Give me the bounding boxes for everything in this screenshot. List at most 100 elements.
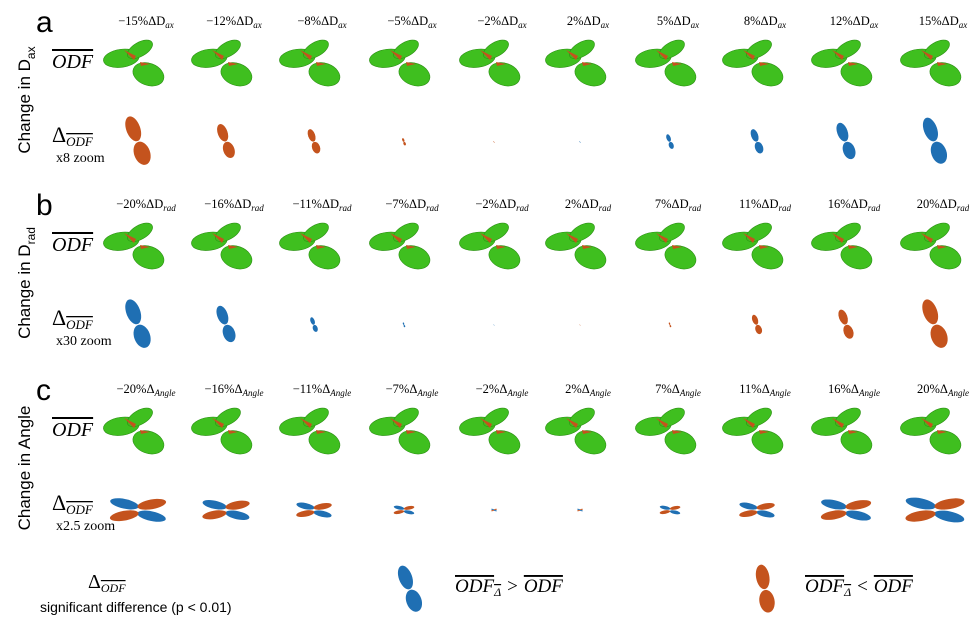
column-header-sub: rad bbox=[426, 203, 439, 213]
column-header-text: −11%Δ bbox=[293, 382, 331, 396]
column-header-text: 5%ΔD bbox=[657, 14, 691, 28]
side-label-sub: rad bbox=[24, 227, 38, 244]
difference-glyph bbox=[307, 129, 321, 154]
delta-odf: ODF bbox=[66, 502, 94, 517]
difference-glyph bbox=[755, 564, 775, 613]
column-header-sub: rad bbox=[339, 203, 352, 213]
legend-lhs: ODF bbox=[805, 576, 844, 597]
column-header-sub: rad bbox=[599, 203, 612, 213]
legend-rhs: ODF bbox=[524, 576, 563, 597]
odf-glyph bbox=[103, 39, 165, 87]
column-header-text: −7%Δ bbox=[386, 382, 418, 396]
odf-glyph bbox=[545, 39, 607, 87]
panel-letter: c bbox=[36, 374, 51, 407]
column-header-text: −20%Δ bbox=[116, 382, 154, 396]
legend-op: < bbox=[857, 576, 868, 597]
column-header: −8%ΔDax bbox=[297, 14, 346, 30]
side-label-text: Change in D bbox=[15, 244, 34, 339]
column-header: 15%ΔDax bbox=[919, 14, 967, 30]
difference-glyph bbox=[750, 129, 764, 154]
column-header: −7%ΔAngle bbox=[386, 382, 439, 398]
column-header-sub: ax bbox=[428, 20, 437, 30]
odf-glyph bbox=[369, 222, 431, 270]
column-header-text: 12%ΔD bbox=[830, 14, 870, 28]
column-header-sub: ax bbox=[870, 20, 879, 30]
difference-glyph bbox=[922, 117, 948, 164]
odf-glyph bbox=[635, 39, 697, 87]
odf-glyph bbox=[635, 222, 697, 270]
odf-glyph bbox=[722, 222, 784, 270]
delta-row-label: ΔODF bbox=[52, 122, 94, 149]
column-header-sub: Angle bbox=[858, 388, 880, 398]
legend-delta-symbol: Δ bbox=[88, 571, 101, 593]
delta-row-label: ΔODF bbox=[52, 490, 94, 517]
column-header-sub: ax bbox=[959, 20, 968, 30]
column-header: 11%ΔDrad bbox=[739, 197, 792, 213]
difference-glyph bbox=[668, 322, 672, 328]
difference-glyph bbox=[493, 324, 495, 326]
column-header-text: −16%Δ bbox=[204, 382, 242, 396]
odf-glyph bbox=[103, 222, 165, 270]
column-header: 16%ΔDrad bbox=[828, 197, 881, 213]
column-header-sub: rad bbox=[779, 203, 792, 213]
column-header-sub: Angle bbox=[416, 388, 438, 398]
odf-glyph bbox=[900, 407, 962, 455]
difference-glyph bbox=[493, 140, 495, 143]
column-header-sub: Angle bbox=[679, 388, 701, 398]
difference-glyph bbox=[820, 499, 872, 521]
difference-glyph bbox=[577, 508, 583, 512]
column-header: −16%ΔAngle bbox=[204, 382, 263, 398]
panel-letter: a bbox=[36, 6, 53, 39]
odf-row-label: ODF bbox=[52, 419, 94, 441]
column-header-text: −12%ΔD bbox=[206, 14, 253, 28]
column-header-text: 11%Δ bbox=[739, 382, 770, 396]
column-header: 2%ΔAngle bbox=[565, 382, 611, 398]
column-header-text: −2%ΔD bbox=[475, 197, 516, 211]
column-header: 12%ΔDax bbox=[830, 14, 878, 30]
odf-glyph bbox=[369, 39, 431, 87]
difference-glyph bbox=[659, 505, 681, 515]
column-header-sub: rad bbox=[516, 203, 529, 213]
zoom-label: x30 zoom bbox=[56, 334, 112, 349]
side-label: Change in Dax bbox=[15, 46, 38, 153]
difference-glyph bbox=[402, 322, 406, 328]
odf-glyph bbox=[191, 39, 253, 87]
column-header-sub: Angle bbox=[947, 388, 969, 398]
column-header-text: 16%ΔD bbox=[828, 197, 868, 211]
column-header-text: −2%Δ bbox=[476, 382, 508, 396]
column-header-sub: ax bbox=[691, 20, 700, 30]
difference-glyph bbox=[666, 134, 674, 149]
difference-glyph bbox=[217, 124, 235, 159]
side-label-text: Change in D bbox=[15, 59, 34, 154]
column-header-sub: rad bbox=[957, 203, 969, 213]
column-header-text: 7%Δ bbox=[655, 382, 680, 396]
legend-rhs: ODF bbox=[874, 576, 913, 597]
difference-glyph bbox=[579, 140, 581, 143]
difference-glyph bbox=[579, 324, 581, 326]
column-header-text: 16%Δ bbox=[828, 382, 859, 396]
delta-odf: ODF bbox=[66, 317, 94, 332]
legend-lhs: ODF bbox=[455, 576, 494, 597]
column-header-sub: rad bbox=[868, 203, 881, 213]
legend-delta: ΔODF bbox=[88, 571, 126, 595]
difference-glyph bbox=[739, 502, 775, 518]
column-header-text: −8%ΔD bbox=[297, 14, 338, 28]
difference-glyph bbox=[905, 497, 965, 523]
delta-odf: ODF bbox=[66, 134, 94, 149]
side-label-text: Change in Angle bbox=[15, 406, 34, 531]
odf-glyph bbox=[103, 407, 165, 455]
legend-sub: Δ bbox=[493, 585, 501, 599]
column-header: 11%ΔAngle bbox=[739, 382, 791, 398]
column-header: −2%ΔDax bbox=[477, 14, 526, 30]
column-header-text: 2%ΔD bbox=[567, 14, 601, 28]
odf-glyph bbox=[279, 39, 341, 87]
column-header: 5%ΔDax bbox=[657, 14, 699, 30]
column-header: −11%ΔAngle bbox=[293, 382, 352, 398]
odf-glyph bbox=[191, 222, 253, 270]
difference-glyph bbox=[125, 116, 151, 165]
column-header: 8%ΔDax bbox=[744, 14, 786, 30]
difference-glyph bbox=[216, 305, 236, 343]
legend-delta-odf: ODF bbox=[101, 581, 126, 595]
difference-glyph bbox=[393, 505, 415, 515]
column-header: −5%ΔDax bbox=[387, 14, 436, 30]
